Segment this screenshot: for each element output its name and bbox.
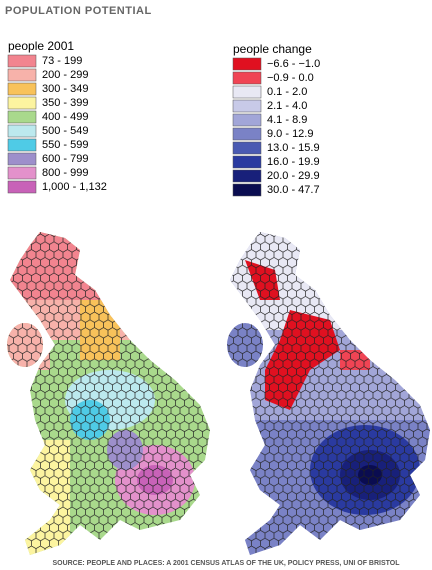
legend-label: 1,000 - 1,132 — [42, 181, 107, 193]
legend-title: people change — [233, 42, 312, 56]
legend-label: 600 - 799 — [42, 153, 88, 165]
legend-label: −0.9 - 0.0 — [267, 72, 314, 84]
legend-label: −6.6 - −1.0 — [267, 58, 320, 70]
legend-label: 350 - 399 — [42, 97, 88, 109]
map-2001 — [7, 232, 210, 555]
legend-swatch — [232, 71, 262, 85]
legend-title: people 2001 — [8, 39, 74, 53]
legend-label: 300 - 349 — [42, 83, 88, 95]
legend-swatch — [232, 99, 262, 113]
legend-swatch — [232, 85, 262, 99]
legend-label: 13.0 - 15.9 — [267, 142, 320, 154]
legend-label: 400 - 499 — [42, 111, 88, 123]
legend-swatch — [232, 183, 262, 197]
legend-swatch — [7, 68, 37, 82]
legend-swatch — [232, 155, 262, 169]
legend-swatch — [7, 138, 37, 152]
legend-swatch — [232, 141, 262, 155]
legend-label: 2.1 - 4.0 — [267, 100, 307, 112]
legend-swatch — [232, 57, 262, 71]
legend-swatch — [232, 169, 262, 183]
legend-label: 4.1 - 8.9 — [267, 114, 307, 126]
legend-swatch — [7, 124, 37, 138]
legend-label: 200 - 299 — [42, 69, 88, 81]
source: SOURCE: PEOPLE AND PLACES: A 2001 CENSUS… — [52, 560, 400, 567]
legends: people 2001 73 - 199 200 - 299 300 - 349 350… — [7, 39, 320, 197]
legend-label: 550 - 599 — [42, 139, 88, 151]
legend-swatch — [7, 82, 37, 96]
legend-swatch — [7, 166, 37, 180]
legend-label: 20.0 - 29.9 — [267, 170, 320, 182]
legend-label: 73 - 199 — [42, 55, 82, 67]
legend-swatch — [7, 152, 37, 166]
title: POPULATION POTENTIAL — [5, 5, 152, 17]
legend-swatch — [7, 54, 37, 68]
legend-swatch — [7, 96, 37, 110]
legend-label: 16.0 - 19.9 — [267, 156, 320, 168]
legend-label: 800 - 999 — [42, 167, 88, 179]
legend-swatch — [7, 180, 37, 194]
legend-label: 30.0 - 47.7 — [267, 184, 320, 196]
legend-swatch — [7, 110, 37, 124]
legend-label: 9.0 - 12.9 — [267, 128, 313, 140]
legend-label: 500 - 549 — [42, 125, 88, 137]
legend-swatch — [232, 127, 262, 141]
map-change — [227, 232, 430, 555]
legend-label: 0.1 - 2.0 — [267, 86, 307, 98]
legend-swatch — [232, 113, 262, 127]
